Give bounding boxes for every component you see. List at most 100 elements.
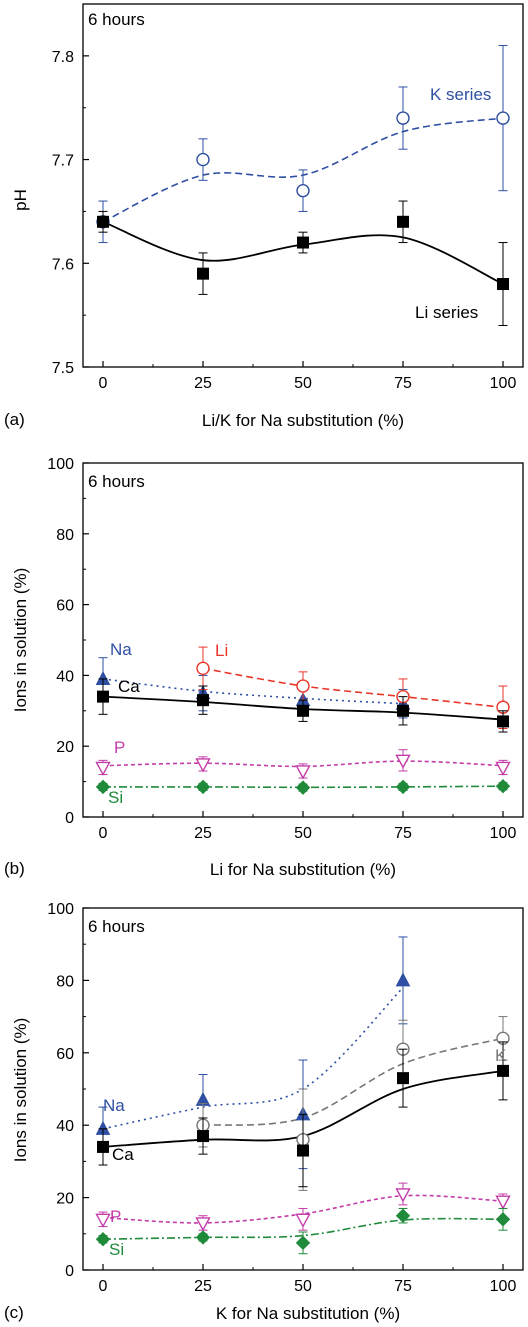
data-point-p (495, 1195, 511, 1210)
x-axis-label: Li/K for Na substitution (%) (202, 411, 404, 430)
series-label-si: Si (108, 788, 123, 807)
data-point-li (497, 278, 509, 291)
y-tick-label: 0 (65, 810, 74, 827)
data-point-si (195, 1230, 211, 1245)
x-tick-label: 100 (490, 825, 517, 842)
data-point-si (395, 1208, 411, 1223)
series-line-na (102, 678, 404, 705)
data-point-si (195, 779, 211, 795)
series-label-k: K (495, 1046, 507, 1065)
x-tick-label: 50 (294, 825, 312, 842)
series-label-li-series: Li series (415, 303, 478, 322)
annotation: 6 hours (88, 472, 145, 491)
data-point-p (95, 761, 111, 776)
y-tick-label: 60 (56, 598, 74, 615)
data-point-k (396, 111, 410, 125)
data-point-ca (397, 704, 409, 717)
x-tick-label: 25 (194, 375, 212, 392)
data-point-k (196, 152, 210, 167)
series-line-p (102, 1194, 504, 1224)
x-axis-label: K for Na substitution (%) (216, 1304, 400, 1323)
x-tick-label: 75 (394, 375, 412, 392)
panel-label: (c) (4, 1303, 24, 1322)
data-point-k (296, 183, 310, 198)
y-tick-label: 80 (56, 973, 74, 990)
panel-label: (b) (4, 859, 25, 878)
y-tick-label: 40 (56, 1118, 74, 1135)
y-tick-label: 0 (65, 1263, 74, 1280)
data-point-p (295, 765, 311, 780)
series-label-p: P (110, 1207, 121, 1226)
panel-c: 0 25 50 75 100 0 20 40 60 80 100 6 hours Na K Ca P… (4, 901, 524, 1323)
series-line-si (102, 1217, 504, 1240)
y-tick-label: 60 (56, 1046, 74, 1063)
x-tick-label: 0 (99, 375, 108, 392)
data-point-si (95, 1232, 111, 1247)
data-point-li_ion (196, 661, 210, 676)
series-label-p: P (114, 738, 125, 757)
panel-label: (a) (4, 410, 25, 429)
data-point-si (395, 779, 411, 795)
x-axis-label: Li for Na substitution (%) (210, 860, 396, 879)
y-tick-label: 7.8 (52, 49, 74, 66)
series-label-na: Na (103, 1096, 125, 1115)
data-point-p (395, 1188, 411, 1203)
series-label-ca: Ca (112, 1145, 134, 1164)
annotation: 6 hours (88, 10, 145, 29)
series-label-na: Na (110, 640, 132, 659)
y-tick-label: 20 (56, 1191, 74, 1208)
data-point-p (195, 758, 211, 773)
data-point-p (195, 1217, 211, 1232)
x-tick-label: 75 (394, 1278, 412, 1295)
data-point-ca (297, 1144, 309, 1157)
x-tick-label: 0 (99, 1278, 108, 1295)
data-point-li (297, 236, 309, 249)
data-point-ca (497, 1064, 509, 1077)
series-label-li: Li (215, 641, 228, 660)
data-point-ca (297, 704, 309, 717)
x-tick-label: 25 (194, 1278, 212, 1295)
data-point-ca (197, 1130, 209, 1143)
y-tick-label: 7.6 (52, 256, 74, 273)
data-point-li_ion (296, 679, 310, 693)
series-line-p (102, 760, 504, 768)
data-point-ca (97, 1140, 109, 1153)
x-tick-label: 50 (294, 375, 312, 392)
series-line-k_ion (202, 1037, 504, 1126)
x-tick-label: 0 (99, 825, 108, 842)
y-axis-label: Ions in solution (%) (11, 1018, 30, 1163)
data-point-si (495, 1212, 511, 1227)
data-point-p (295, 1213, 311, 1228)
y-tick-label: 80 (56, 527, 74, 544)
series-label-ca: Ca (118, 677, 140, 696)
data-point-ca (397, 1072, 409, 1085)
series-label-si: Si (109, 1240, 124, 1259)
data-point-ca (197, 694, 209, 707)
y-tick-label: 20 (56, 739, 74, 756)
annotation: 6 hours (88, 917, 145, 936)
x-tick-label: 75 (394, 825, 412, 842)
data-point-ca (97, 690, 109, 703)
x-tick-label: 50 (294, 1278, 312, 1295)
data-point-p (495, 761, 511, 776)
y-tick-label: 40 (56, 668, 74, 685)
data-point-li (397, 215, 409, 228)
y-tick-label: 7.7 (52, 153, 74, 170)
x-tick-label: 25 (194, 825, 212, 842)
series-line-li_ion (202, 667, 504, 709)
data-point-li (97, 215, 109, 228)
y-tick-label: 7.5 (52, 360, 74, 377)
data-point-si (295, 780, 311, 795)
data-point-p (95, 1213, 111, 1228)
series-line-na (102, 987, 404, 1130)
series-label-k-series: K series (430, 85, 491, 104)
data-point-si (95, 779, 111, 795)
x-tick-label: 100 (490, 375, 517, 392)
data-point-p (395, 754, 411, 769)
data-point-ca (497, 715, 509, 728)
data-point-si (495, 778, 511, 794)
y-tick-label: 100 (47, 456, 74, 473)
y-tick-label: 100 (47, 901, 74, 918)
